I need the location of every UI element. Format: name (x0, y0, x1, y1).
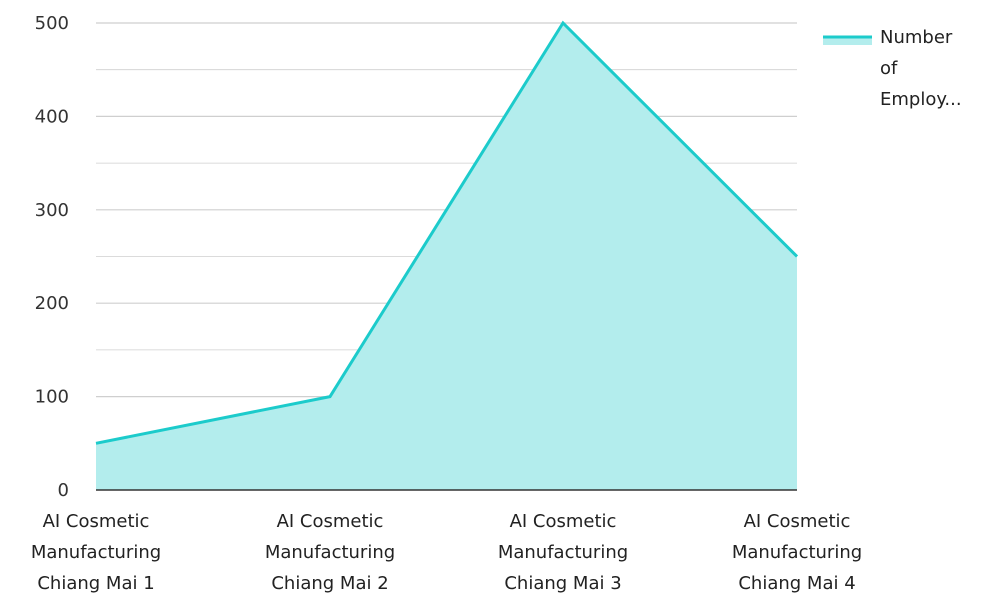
x-tick-label: AI Cosmetic Manufacturing Chiang Mai 4 (732, 511, 862, 594)
y-tick-label: 100 (35, 387, 69, 408)
area-fill-series-0 (96, 23, 797, 490)
legend[interactable]: Number of Employ... (823, 27, 962, 110)
x-axis-tick-labels: AI Cosmetic Manufacturing Chiang Mai 1 AI C… (31, 511, 862, 594)
y-tick-label: 200 (35, 293, 69, 314)
x-tick-label: AI Cosmetic Manufacturing Chiang Mai 1 (31, 511, 161, 594)
y-tick-label: 500 (35, 13, 69, 34)
x-tick-label: AI Cosmetic Manufacturing Chiang Mai 2 (265, 511, 395, 594)
y-tick-label: 0 (58, 480, 69, 501)
area-line-series-0 (95, 20, 799, 445)
y-tick-label: 400 (35, 106, 69, 127)
legend-swatch-fill (823, 36, 872, 45)
y-tick-label: 300 (35, 200, 69, 221)
x-tick-label: AI Cosmetic Manufacturing Chiang Mai 3 (498, 511, 628, 594)
legend-label: Number of Employ... (880, 27, 962, 110)
y-axis-tick-labels: 0 100 200 300 400 500 (35, 13, 69, 501)
area-series (95, 20, 799, 490)
